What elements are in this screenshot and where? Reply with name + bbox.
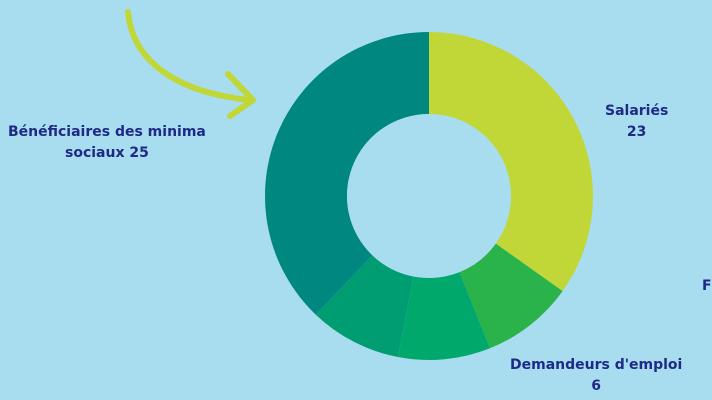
- donut-slice-2: [459, 243, 563, 349]
- donut-slice-4: [315, 255, 414, 358]
- donut-slice-3: [397, 272, 490, 360]
- label-demandeurs-value: 6: [591, 378, 602, 394]
- label-salaries: Salariés 23: [605, 101, 668, 143]
- label-demandeurs: Demandeurs d'emploi 6: [510, 355, 682, 397]
- label-beneficiaires-value: sociaux 25: [65, 145, 149, 161]
- label-partial-f: F: [702, 276, 712, 297]
- label-salaries-value: 23: [626, 124, 647, 140]
- label-demandeurs-name: Demandeurs d'emploi: [510, 357, 683, 373]
- pointer-arrow-icon: [125, 9, 256, 119]
- donut-hole: [347, 114, 511, 278]
- label-partial-f-text: F: [702, 278, 712, 294]
- label-salaries-name: Salariés: [605, 103, 669, 119]
- label-beneficiaires-name: Bénéficiaires des minima: [8, 124, 206, 140]
- donut-slice-1: [429, 32, 593, 292]
- donut-slice-5: [265, 32, 429, 315]
- donut-slices: [265, 32, 593, 360]
- label-beneficiaires: Bénéficiaires des minima sociaux 25: [8, 122, 206, 164]
